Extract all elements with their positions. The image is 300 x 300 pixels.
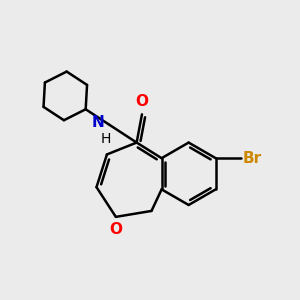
Text: H: H <box>100 133 111 146</box>
Text: O: O <box>136 94 148 109</box>
Text: N: N <box>92 115 105 130</box>
Text: Br: Br <box>242 151 262 166</box>
Text: O: O <box>109 222 122 237</box>
